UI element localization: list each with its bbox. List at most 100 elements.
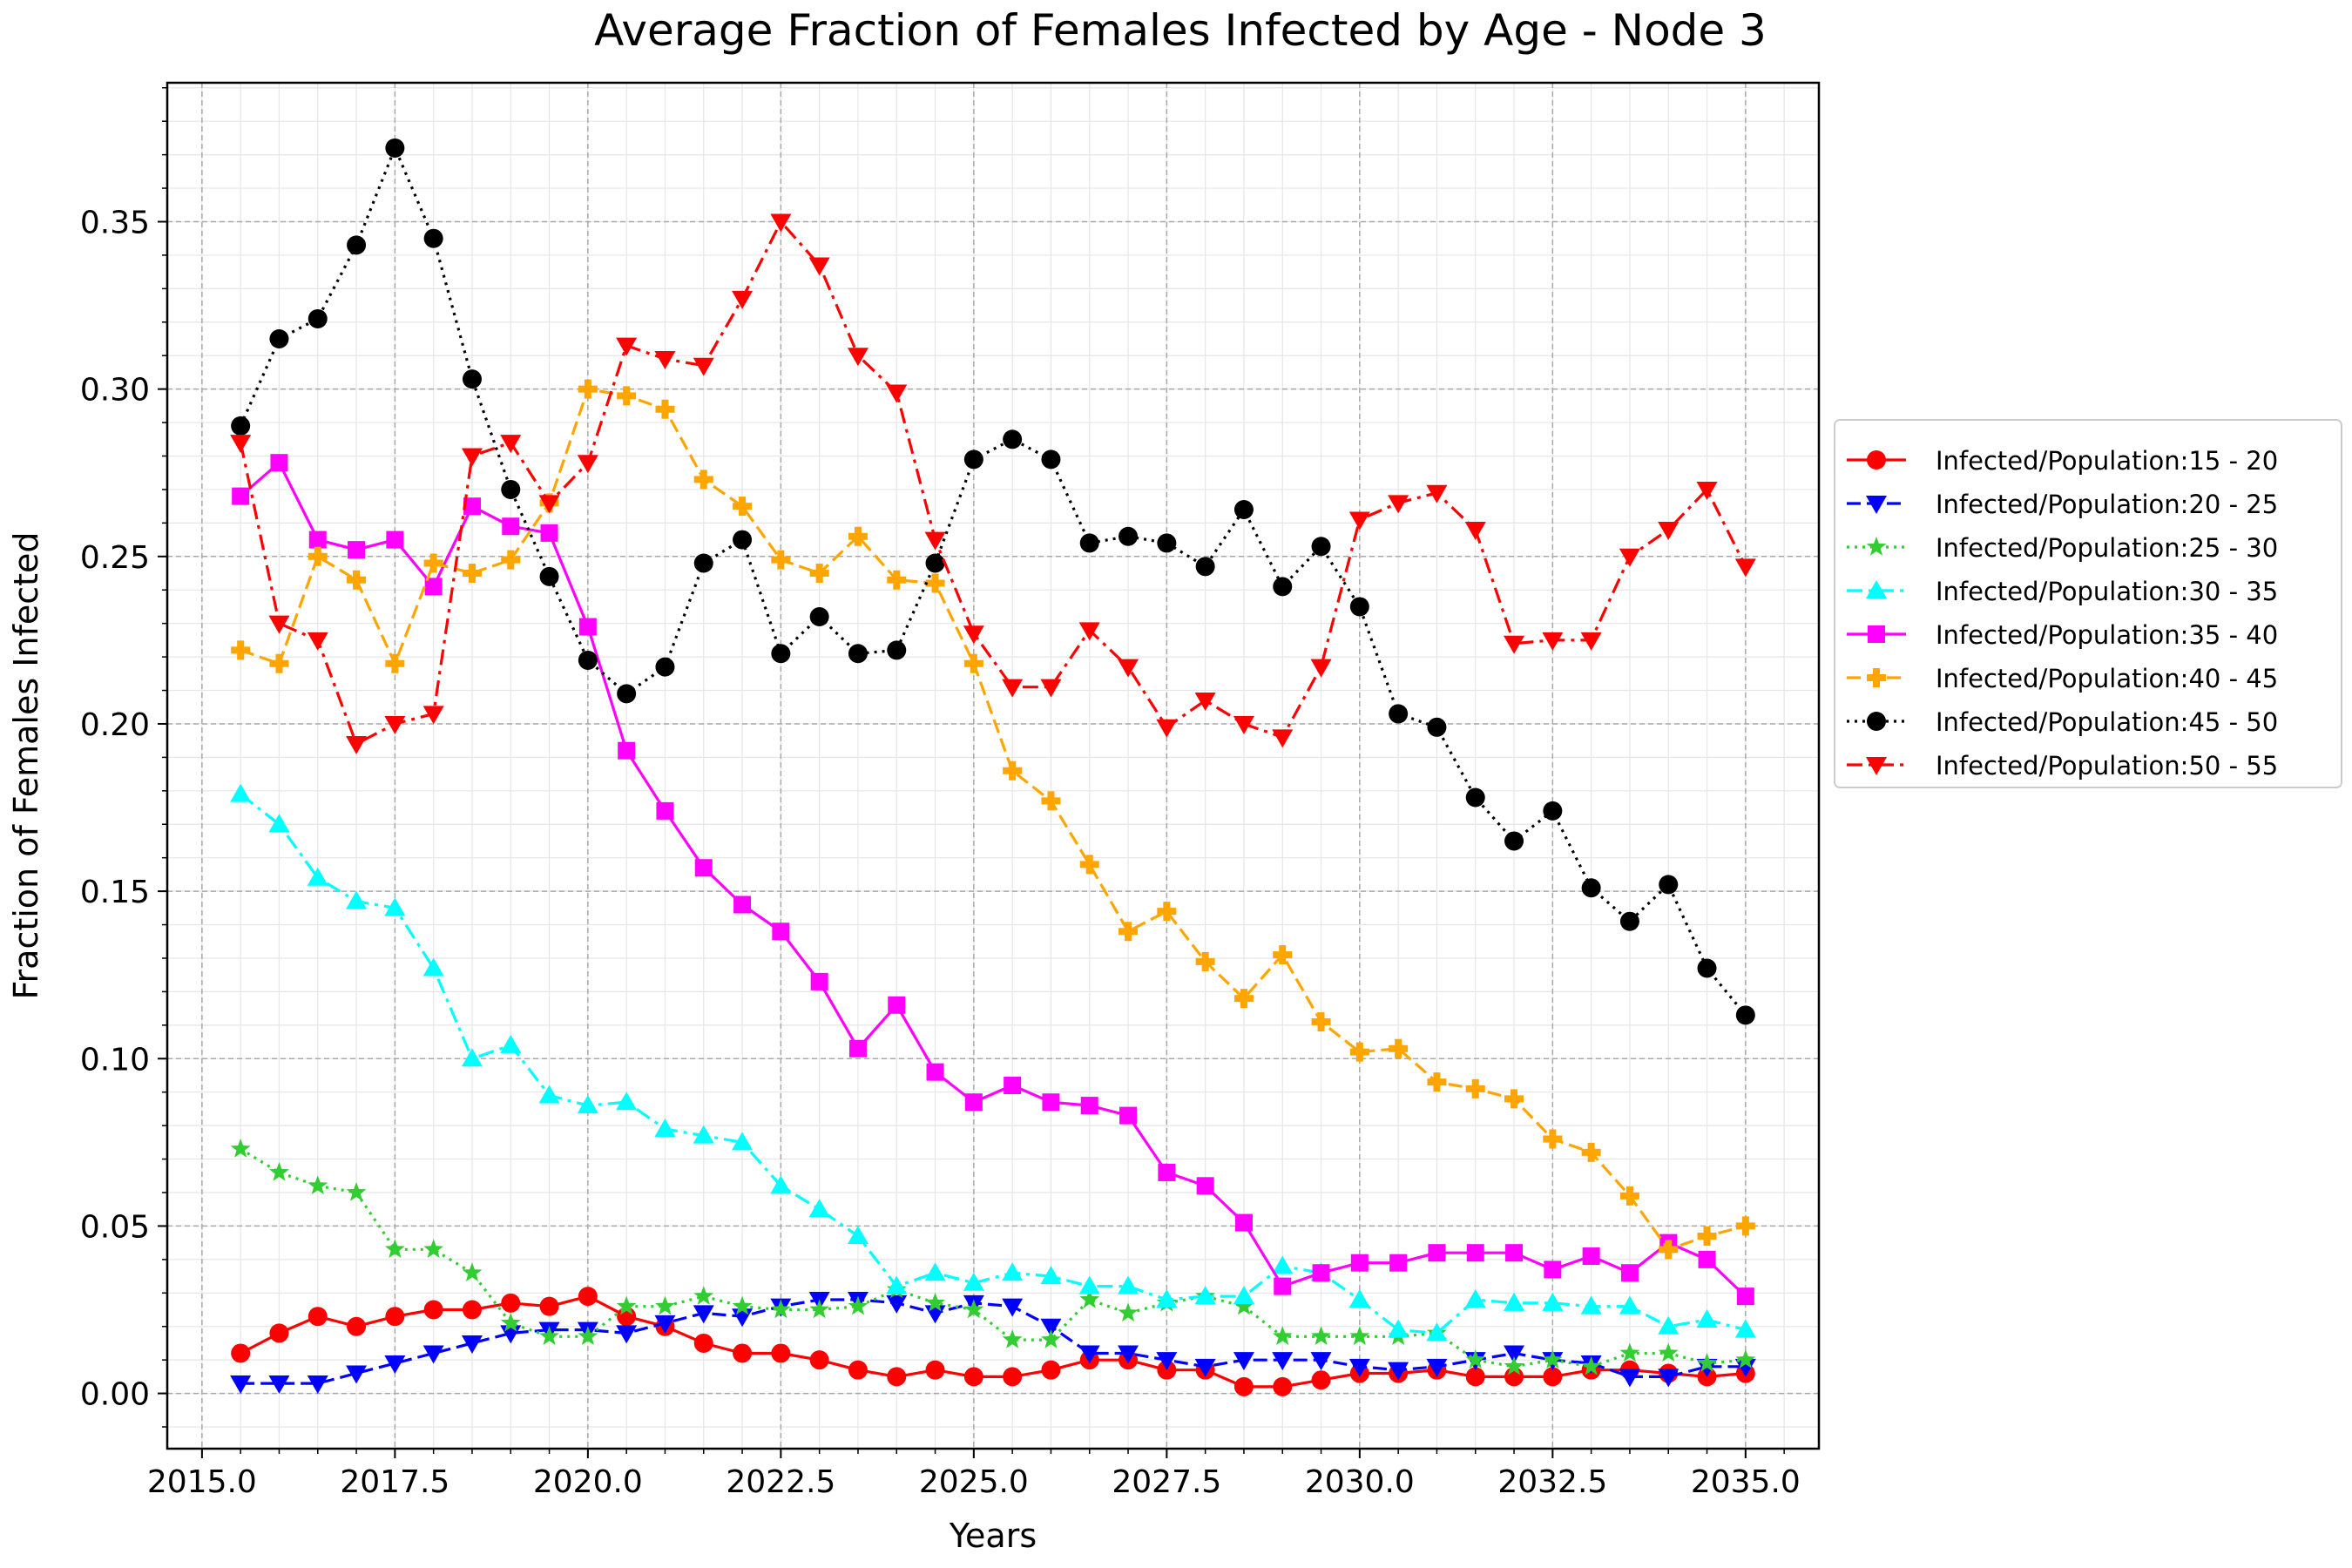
plus-marker (809, 564, 829, 584)
triangle-down-marker (847, 348, 868, 367)
square-marker (1196, 1177, 1214, 1195)
triangle-down-marker (1002, 679, 1024, 698)
circle-marker (1195, 557, 1215, 577)
triangle-up-marker (268, 814, 290, 833)
legend-entry: Infected/Population:35 - 40 (1847, 620, 2278, 650)
circle-marker (771, 1343, 791, 1363)
triangle-down-marker (1233, 1352, 1254, 1371)
x-tick-label: 2027.5 (1112, 1464, 1221, 1500)
triangle-up-marker (307, 867, 328, 886)
triangle-down-marker (422, 1345, 444, 1364)
legend-entry: Infected/Population:30 - 35 (1847, 577, 2278, 606)
square-marker (1080, 1097, 1098, 1115)
square-marker (424, 578, 443, 596)
circle-marker (887, 1367, 907, 1387)
series-line (240, 793, 1747, 1335)
circle-marker (231, 1343, 251, 1363)
circle-marker (1273, 577, 1293, 597)
triangle-up-marker (1233, 1286, 1254, 1305)
star-marker (1619, 1342, 1640, 1362)
triangle-up-marker (693, 1125, 714, 1144)
circle-marker (1735, 1005, 1755, 1025)
series-line (240, 388, 1747, 1251)
series-8 (230, 213, 1756, 755)
star-marker (1697, 1353, 1717, 1372)
circle-marker (1157, 533, 1177, 553)
legend-label: Infected/Population:50 - 55 (1936, 751, 2278, 781)
circle-marker (347, 1316, 367, 1336)
triangle-down-marker (1118, 659, 1139, 678)
square-marker (1042, 1093, 1060, 1112)
y-tick-label: 0.05 (80, 1209, 150, 1245)
triangle-down-marker (1040, 679, 1062, 698)
plus-marker (269, 653, 289, 673)
circle-marker (501, 1293, 521, 1313)
triangle-up-marker (1619, 1295, 1640, 1315)
triangle-up-marker (886, 1275, 908, 1294)
star-marker (1349, 1326, 1370, 1345)
square-marker (694, 859, 713, 877)
triangle-up-marker (1078, 1275, 1100, 1294)
x-tick-label: 2020.0 (533, 1464, 643, 1500)
plus-marker (308, 546, 328, 566)
series-line (240, 1294, 1746, 1389)
star-marker (732, 1295, 753, 1315)
legend-label: Infected/Population:25 - 30 (1936, 533, 2278, 563)
square-marker (578, 618, 597, 636)
plus-marker (1543, 1129, 1563, 1149)
triangle-down-marker (1078, 1345, 1100, 1364)
triangle-up-marker (230, 783, 252, 802)
triangle-down-marker (230, 1375, 252, 1395)
legend-entry: Infected/Population:45 - 50 (1847, 707, 2278, 737)
triangle-down-marker (346, 1365, 368, 1384)
star-marker (1735, 1349, 1756, 1369)
circle-marker (385, 1307, 405, 1327)
square-marker (1582, 1247, 1600, 1266)
series-6 (231, 379, 1755, 1260)
square-marker (1620, 1264, 1639, 1282)
plus-marker (1659, 1240, 1679, 1260)
square-marker (810, 972, 828, 990)
circle-marker (269, 329, 289, 348)
triangle-down-marker (461, 1335, 483, 1354)
triangle-down-marker (384, 715, 406, 734)
circle-marker (693, 553, 713, 573)
triangle-up-marker (1348, 1288, 1370, 1308)
x-tick-label: 2015.0 (147, 1464, 257, 1500)
triangle-down-marker (307, 1375, 328, 1395)
triangle-up-marker (1580, 1295, 1602, 1315)
triangle-down-marker (1156, 1352, 1178, 1371)
triangle-down-marker (422, 706, 444, 725)
star-marker (1311, 1326, 1331, 1345)
plus-marker (1233, 989, 1254, 1009)
series-line (239, 146, 1747, 1017)
y-tick-label: 0.20 (80, 707, 150, 743)
triangle-down-marker (268, 1375, 290, 1395)
circle-marker (1697, 958, 1717, 978)
plus-marker (501, 550, 521, 570)
star-marker (1041, 1329, 1061, 1348)
square-marker (1736, 1288, 1754, 1306)
triangle-down-marker (693, 357, 714, 376)
plus-marker (1311, 1012, 1331, 1031)
square-marker (270, 454, 288, 472)
plus-marker (1619, 1186, 1639, 1206)
y-tick-label: 0.00 (80, 1377, 150, 1413)
circle-marker (963, 449, 983, 470)
plus-marker (462, 564, 482, 584)
circle-marker (617, 684, 637, 704)
circle-marker (733, 530, 753, 550)
triangle-up-marker (1194, 1286, 1216, 1305)
circle-marker (578, 1287, 598, 1307)
circle-marker (462, 369, 482, 389)
star-marker (308, 1175, 328, 1195)
circle-marker (1003, 429, 1023, 449)
triangle-down-marker (461, 448, 483, 467)
circle-marker (539, 1296, 559, 1316)
circle-marker (308, 308, 328, 328)
square-marker (1544, 1260, 1562, 1279)
star-marker (1504, 1355, 1524, 1375)
triangle-down-marker (732, 290, 754, 309)
x-tick-label: 2035.0 (1691, 1464, 1801, 1500)
